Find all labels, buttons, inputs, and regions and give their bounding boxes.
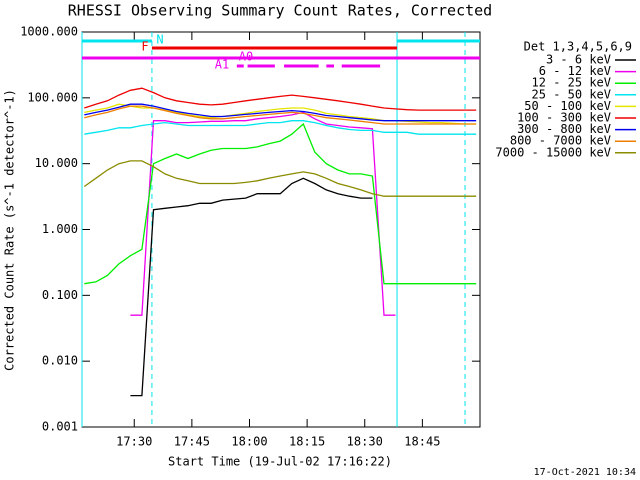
footer: 17-Oct-2021 10:34	[534, 467, 636, 478]
y-tick-label: 1000.000	[20, 25, 78, 39]
series-line	[83, 160, 477, 197]
x-tick-label: 18:45	[404, 435, 440, 449]
x-tick-label: 17:45	[174, 435, 210, 449]
x-axis-label: Start Time (19-Jul-02 17:16:22)	[168, 455, 392, 469]
y-tick-label: 0.001	[42, 420, 78, 434]
series-line	[130, 111, 396, 316]
legend-title: Det 1,3,4,5,6,9	[524, 40, 632, 54]
y-tick-label: 10.000	[35, 156, 78, 170]
series-line	[130, 177, 373, 397]
legend-label: 12 - 25 keV	[532, 76, 611, 90]
legend-label: 300 - 800 keV	[517, 122, 611, 136]
x-tick-label: 18:30	[347, 435, 383, 449]
flag-label: F	[141, 40, 148, 54]
series-line	[84, 122, 477, 285]
y-tick-label: 100.000	[27, 90, 78, 104]
x-tick-label: 17:30	[116, 435, 152, 449]
series-line	[84, 103, 477, 122]
x-tick-label: 18:15	[289, 435, 325, 449]
chart-title: RHESSI Observing Summary Count Rates, Co…	[68, 2, 492, 20]
legend-label: 3 - 6 keV	[546, 53, 611, 67]
legend-label: 6 - 12 keV	[539, 64, 611, 78]
y-tick-label: 1.000	[42, 222, 78, 236]
legend-label: 800 - 7000 keV	[510, 134, 611, 148]
legend-label: 7000 - 15000 keV	[495, 145, 611, 159]
flag-label: A1	[215, 58, 229, 72]
y-tick-label: 0.010	[42, 354, 78, 368]
flag-label: N	[156, 33, 163, 47]
legend-label: 100 - 300 keV	[517, 111, 611, 125]
x-tick-label: 18:00	[231, 435, 267, 449]
legend-label: 25 - 50 keV	[532, 87, 611, 101]
series-line	[84, 87, 477, 111]
y-axis-label: Corrected Count Rate (s^-1 detector^-1)	[3, 89, 17, 371]
flag-label: A0	[239, 50, 253, 64]
legend-label: 50 - 100 keV	[524, 99, 611, 113]
y-tick-label: 0.100	[42, 288, 78, 302]
series-line	[84, 120, 477, 135]
series-line	[84, 105, 477, 125]
